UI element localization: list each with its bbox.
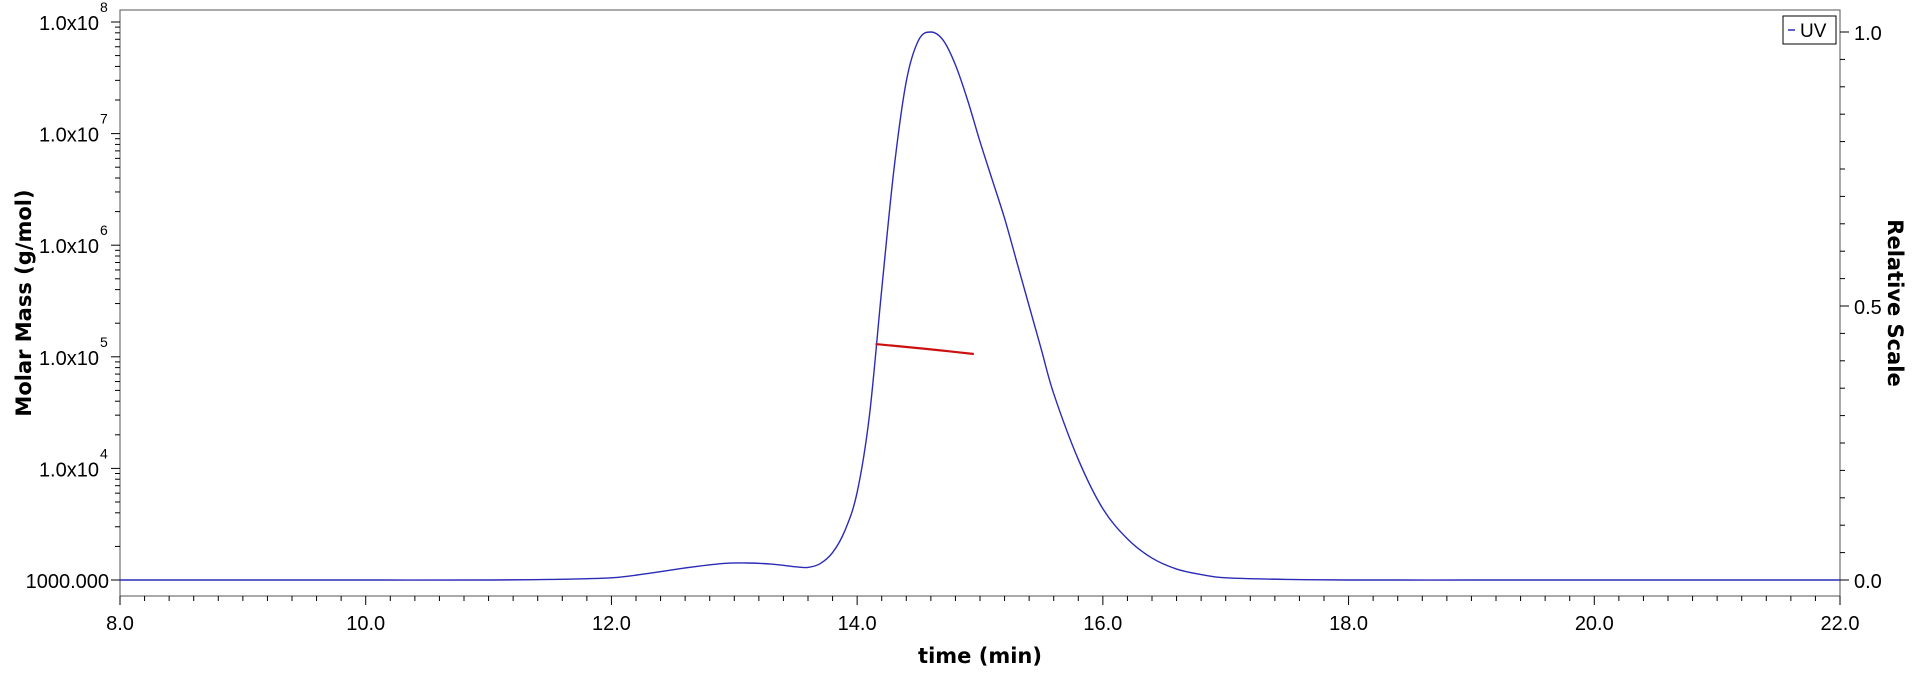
left-tick-exponent: 7 <box>100 111 108 127</box>
left-tick-label: 1000.000 <box>26 571 109 593</box>
x-tick-label: 12.0 <box>592 613 631 635</box>
x-axis-title: time (min) <box>918 644 1042 668</box>
left-tick-label: 1.0x10 <box>39 236 99 258</box>
x-axis: 8.0 10.0 12.0 14.0 16.0 18.0 20.0 22.0 <box>106 596 1859 635</box>
legend-label: UV <box>1800 21 1827 42</box>
legend: UV <box>1782 15 1837 45</box>
x-tick-label: 22.0 <box>1821 613 1860 635</box>
left-tick-exponent: 6 <box>100 222 108 238</box>
x-tick-label: 18.0 <box>1329 613 1368 635</box>
x-tick-label: 14.0 <box>838 613 877 635</box>
series-layer <box>120 31 1840 581</box>
left-y-axis-title: Molar Mass (g/mol) <box>12 189 36 416</box>
x-tick-label: 8.0 <box>106 613 134 635</box>
right-tick-label: 0.5 <box>1854 297 1882 319</box>
right-y-axis: 0.0 0.5 1.0 <box>1840 23 1882 593</box>
left-tick-label: 1.0x10 <box>39 13 99 35</box>
left-tick-exponent: 4 <box>100 445 108 461</box>
right-tick-label: 1.0 <box>1854 23 1882 45</box>
left-tick-exponent: 5 <box>100 334 108 350</box>
right-tick-label: 0.0 <box>1854 571 1882 593</box>
left-tick-label: 1.0x10 <box>39 125 99 147</box>
x-tick-label: 20.0 <box>1575 613 1614 635</box>
x-tick-label: 16.0 <box>1083 613 1122 635</box>
left-tick-label: 1.0x10 <box>39 459 99 481</box>
left-y-axis: 1000.0001.0x1041.0x1051.0x1061.0x1071.0x… <box>26 0 120 593</box>
x-tick-label: 10.0 <box>346 613 385 635</box>
plot-area <box>119 9 1841 597</box>
uv-series-line <box>120 31 1840 581</box>
left-tick-label: 1.0x10 <box>39 348 99 370</box>
molar-mass-series-line <box>875 342 974 356</box>
right-y-axis-title: Relative Scale <box>1883 219 1907 386</box>
left-tick-exponent: 8 <box>100 0 108 15</box>
